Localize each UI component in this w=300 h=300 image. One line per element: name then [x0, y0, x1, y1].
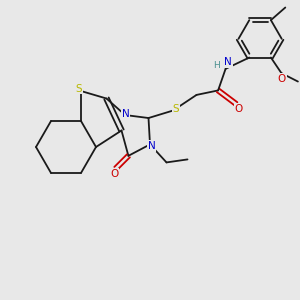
- Text: O: O: [278, 74, 286, 84]
- Text: H: H: [213, 61, 219, 70]
- Text: O: O: [234, 104, 243, 114]
- Text: S: S: [75, 84, 82, 94]
- Text: N: N: [148, 141, 155, 151]
- Text: N: N: [122, 109, 130, 118]
- Text: N: N: [224, 57, 232, 67]
- Text: S: S: [173, 104, 179, 114]
- Text: O: O: [110, 169, 118, 179]
